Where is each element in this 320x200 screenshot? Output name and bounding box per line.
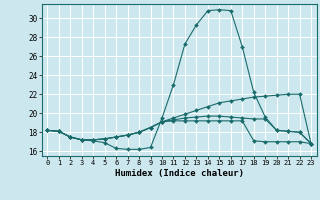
X-axis label: Humidex (Indice chaleur): Humidex (Indice chaleur) (115, 169, 244, 178)
